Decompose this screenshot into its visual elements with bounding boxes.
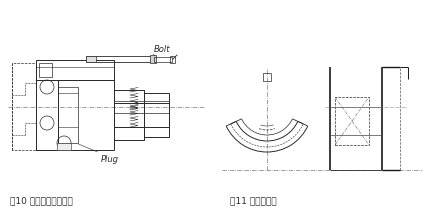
Bar [36,60,114,80]
Bar [150,55,156,63]
Bar [86,56,96,62]
Bar [154,57,172,62]
Bar [263,73,271,81]
Bar [86,56,154,62]
Bar [114,90,144,140]
Bar [114,101,169,113]
Bar [144,93,169,137]
Bar [39,63,52,77]
Text: 图10 使用螺丝拆卸外圈: 图10 使用螺丝拆卸外圈 [10,196,73,205]
Text: 图11 拆卸用切口: 图11 拆卸用切口 [230,196,276,205]
Bar [114,103,169,127]
Bar [57,143,71,150]
Bar [36,80,58,150]
Bar [170,56,175,63]
Text: Plug: Plug [101,155,119,164]
Text: Bolt: Bolt [154,45,170,54]
Bar [36,80,114,150]
Bar [58,87,78,143]
Bar [335,97,369,145]
